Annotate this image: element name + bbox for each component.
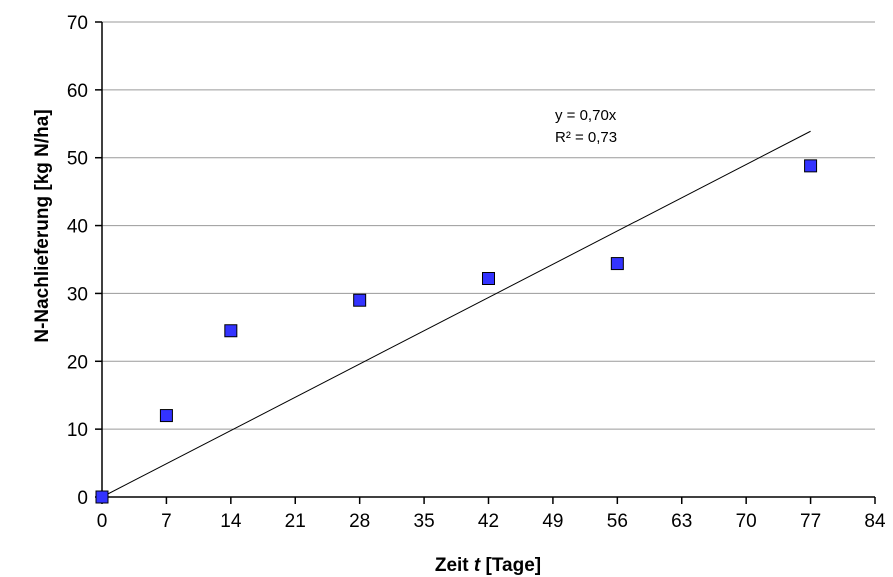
y-tick-label-40: 40 [67, 217, 88, 238]
data-point-3 [353, 293, 367, 307]
trendline-r-squared: R² = 0,73 [555, 129, 617, 146]
x-tick-label-21: 21 [285, 511, 306, 532]
axes [101, 22, 875, 498]
x-tick-label-42: 42 [478, 511, 499, 532]
grid-lines [102, 21, 875, 430]
x-tick-label-35: 35 [414, 511, 435, 532]
x-tick-label-77: 77 [800, 511, 821, 532]
y-tick-label-60: 60 [67, 81, 88, 102]
y-tick-label-30: 30 [67, 284, 88, 305]
x-axis-title-suffix: [Tage] [480, 555, 541, 576]
trendline-equation: y = 0,70x [555, 107, 617, 124]
data-point-1 [159, 409, 173, 423]
data-points [95, 159, 818, 504]
y-axis-ticks: 0 10 20 30 40 50 60 70 [67, 13, 102, 509]
x-axis-title-prefix: Zeit [435, 555, 474, 576]
x-tick-label-63: 63 [671, 511, 692, 532]
y-tick-label-70: 70 [67, 13, 88, 34]
y-tick-label-10: 10 [67, 420, 88, 441]
y-tick-label-0: 0 [77, 488, 88, 509]
x-tick-label-49: 49 [542, 511, 563, 532]
x-axis-ticks: 0 7 14 21 28 35 42 49 56 63 70 77 84 [97, 497, 886, 532]
x-tick-label-14: 14 [220, 511, 242, 532]
data-point-2 [224, 324, 238, 338]
x-tick-label-28: 28 [349, 511, 370, 532]
x-axis-title: Zeit t [Tage] [435, 555, 541, 576]
x-tick-label-0: 0 [97, 511, 108, 532]
trendline [101, 130, 811, 498]
y-axis-title: N-Nachlieferung [kg N/ha] [32, 109, 53, 342]
data-point-0 [95, 490, 109, 504]
data-point-6 [804, 159, 818, 173]
x-tick-label-70: 70 [736, 511, 757, 532]
y-tick-label-50: 50 [67, 149, 88, 170]
trendline-line [101, 130, 811, 498]
x-axis-title-variable: t [474, 555, 481, 576]
data-point-5 [610, 257, 624, 271]
data-point-4 [482, 272, 495, 285]
y-tick-label-20: 20 [67, 352, 88, 373]
x-tick-label-84: 84 [864, 511, 886, 532]
x-tick-label-7: 7 [161, 511, 172, 532]
x-tick-label-56: 56 [607, 511, 628, 532]
